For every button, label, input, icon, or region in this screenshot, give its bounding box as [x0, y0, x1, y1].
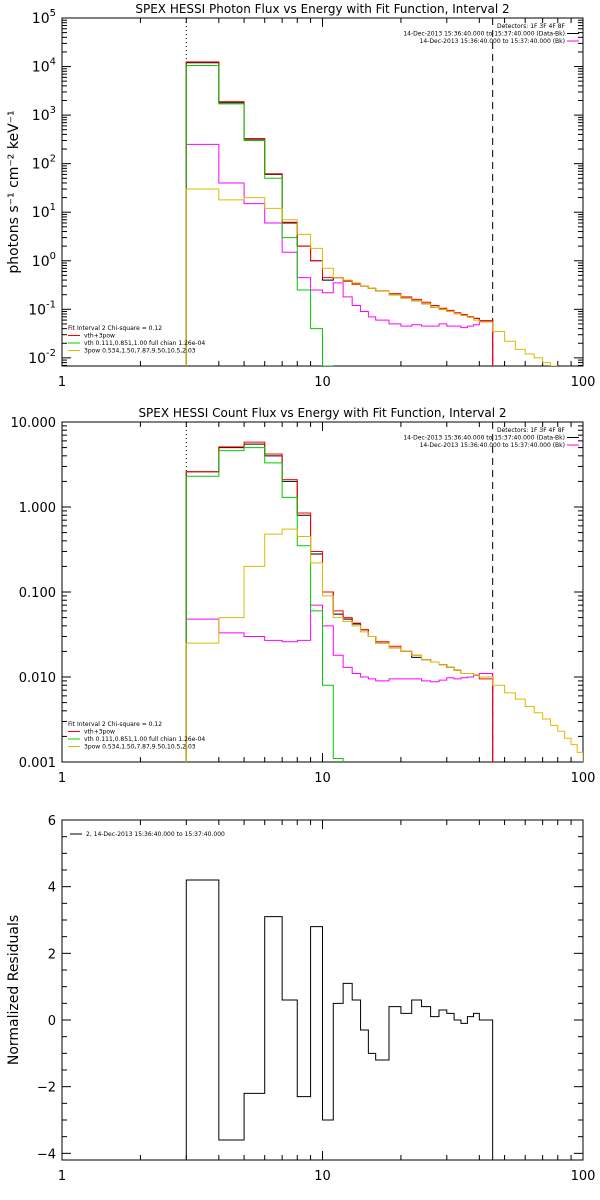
- legend-entry: 3pow 0.534,1.50,7.87,9.50,10.5,2.03: [84, 348, 196, 355]
- x-tick-label: 1: [58, 1169, 66, 1184]
- y-tick-label: 0.010: [19, 671, 56, 686]
- y-tick-label: 0.001: [19, 756, 56, 771]
- series-power-law: [185, 528, 583, 762]
- series-total-fit: [185, 441, 494, 762]
- y-tick-label: 4: [48, 881, 56, 896]
- count-flux-chart: SPEX HESSI Count Flux vs Energy with Fit…: [11, 406, 596, 786]
- y-tick-label: −4: [37, 1147, 56, 1162]
- legend-entry: 14-Dec-2013 15:36:40.000 to 15:37:40.000…: [403, 435, 565, 442]
- y-tick-label: 100: [32, 251, 56, 270]
- photon-flux-chart: SPEX HESSI Photon Flux vs Energy with Fi…: [6, 2, 595, 390]
- y-tick-label: 105: [32, 8, 56, 27]
- legend-entry: Detectors: 1F 3F 4F 8F: [497, 23, 566, 30]
- series-background: [185, 604, 494, 762]
- y-tick-label: −2: [37, 1081, 56, 1096]
- legend-entry: Fit Interval 2 Chi-square = 0.12: [68, 325, 162, 332]
- x-tick-label: 10: [314, 1169, 331, 1184]
- x-tick-label: 100: [571, 771, 596, 786]
- legend-entry: 14-Dec-2013 15:36:40.000 to 15:37:40.000…: [420, 38, 565, 45]
- legend-entry: vth 0.111,0.851,1.00 full chian 1.26e-04: [84, 736, 205, 743]
- legend-entry: Fit Interval 2 Chi-square = 0.12: [68, 721, 162, 728]
- series-data-minus-bk: [185, 62, 494, 366]
- y-tick-label: 0.100: [19, 586, 56, 601]
- legend-entry: vth+3pow: [84, 333, 115, 340]
- series-background: [185, 143, 494, 366]
- y-tick-label: 104: [32, 57, 56, 76]
- y-tick-label: 10-1: [28, 299, 56, 318]
- series-residuals: [185, 879, 494, 1160]
- y-tick-label: 0: [48, 1014, 56, 1029]
- x-tick-label: 100: [571, 1169, 596, 1184]
- legend-entry: 14-Dec-2013 15:36:40.000 to 15:37:40.000…: [420, 442, 565, 449]
- legend-entry: Detectors: 1F 3F 4F 8F: [497, 427, 566, 434]
- y-tick-label: 2: [48, 947, 56, 962]
- legend-entry: vth 0.111,0.851,1.00 full chian 1.26e-04: [84, 340, 205, 347]
- y-tick-label: 101: [32, 202, 56, 221]
- series-data-minus-bk: [185, 443, 494, 762]
- legend-entry: vth+3pow: [84, 729, 115, 736]
- y-axis-label: photons s⁻¹ cm⁻² keV⁻¹: [6, 110, 22, 273]
- x-tick-label: 1: [58, 375, 66, 390]
- series-power-law: [185, 188, 558, 366]
- chart-title: SPEX HESSI Count Flux vs Energy with Fit…: [138, 406, 506, 420]
- series-total-fit: [185, 61, 494, 366]
- y-tick-label: 103: [32, 105, 56, 124]
- x-tick-label: 10: [314, 375, 331, 390]
- chart-title: SPEX HESSI Photon Flux vs Energy with Fi…: [135, 2, 509, 16]
- x-tick-label: 100: [571, 375, 596, 390]
- y-tick-label: 6: [48, 814, 56, 829]
- legend-entry: 14-Dec-2013 15:36:40.000 to 15:37:40.000…: [403, 31, 565, 38]
- series-thermal: [185, 65, 334, 366]
- legend-entry: 2, 14-Dec-2013 15:36:40.000 to 15:37:40.…: [86, 831, 225, 838]
- x-tick-label: 1: [58, 771, 66, 786]
- x-tick-label: 10: [314, 771, 331, 786]
- y-tick-label: 10.000: [11, 416, 57, 431]
- plot-frame: [61, 17, 584, 367]
- residuals-chart: 1 10 100 −4 −2 0 2 4 6 Normalized Residuals 2, 14-…: [6, 814, 595, 1184]
- y-axis-label: Normalized Residuals: [6, 915, 22, 1065]
- y-tick-label: 1.000: [19, 501, 56, 516]
- y-tick-label: 102: [32, 154, 56, 173]
- legend-entry: 3pow 0.534,1.50,7.87,9.50,10.5,2.03: [84, 744, 196, 751]
- series-thermal: [185, 447, 344, 762]
- y-tick-label: 10-2: [28, 348, 56, 367]
